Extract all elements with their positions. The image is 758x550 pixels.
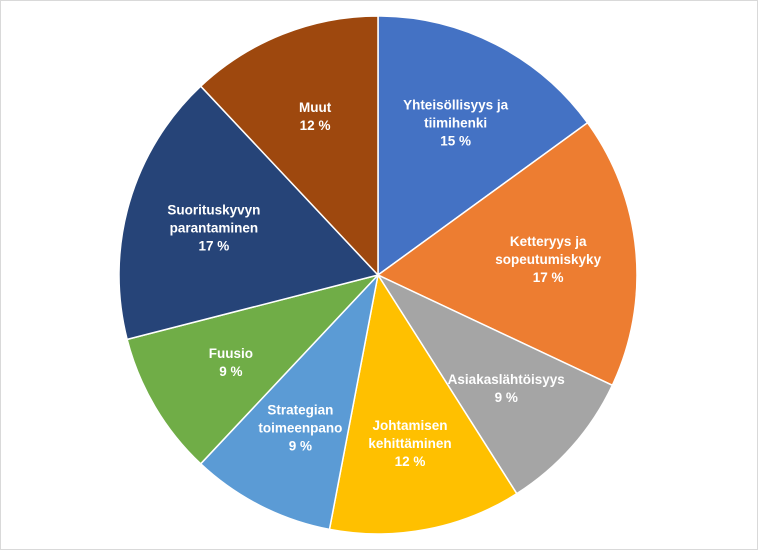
slice-value-label: 17 %	[533, 270, 564, 285]
slice-label-4: Strategian toimeenpano 9 %	[258, 402, 342, 453]
pie-slice-0	[377, 15, 589, 277]
slice-label-text: toimeenpano	[258, 420, 342, 435]
slice-label-text: tiimihenki	[424, 116, 487, 131]
slice-label-7: Muut 12 %	[299, 100, 332, 133]
pie-slices	[118, 15, 638, 535]
slice-value-label: 12 %	[300, 118, 331, 133]
slice-value-label: 9 %	[219, 364, 242, 379]
pie-slice-3	[328, 272, 518, 535]
slice-label-text: Yhteisöllisyys ja	[403, 98, 509, 113]
pie-slice-1	[376, 121, 638, 387]
slice-label-2: Asiakaslähtöisyys 9 %	[448, 372, 565, 405]
slice-label-text: Ketteryys ja	[510, 234, 587, 249]
slice-label-6: Suorituskyvyn parantaminen 17 %	[167, 202, 260, 253]
slice-value-label: 12 %	[395, 454, 426, 469]
slice-label-1: Ketteryys ja sopeutumiskyky 17 %	[495, 234, 601, 285]
pie-slice-2	[375, 273, 614, 495]
pie-slice-5	[126, 273, 381, 465]
slice-label-3: Johtamisen kehittäminen 12 %	[368, 418, 451, 469]
slice-value-label: 9 %	[495, 390, 518, 405]
slice-label-5: Fuusio 9 %	[209, 346, 253, 379]
pie-slice-7	[199, 15, 379, 277]
slice-label-text: Fuusio	[209, 346, 253, 361]
slice-label-text: parantaminen	[170, 220, 259, 235]
slice-value-label: 9 %	[289, 438, 312, 453]
slice-label-0: Yhteisöllisyys ja tiimihenki 15 %	[403, 98, 509, 149]
slice-value-label: 15 %	[440, 134, 471, 149]
pie-slice-4	[199, 272, 380, 531]
slice-value-label: 17 %	[198, 238, 229, 253]
slice-label-text: Asiakaslähtöisyys	[448, 372, 565, 387]
slice-label-text: Johtamisen	[373, 418, 448, 433]
pie-labels: Yhteisöllisyys ja tiimihenki 15 % Ketteryys…	[167, 98, 601, 469]
slice-label-text: Muut	[299, 100, 332, 115]
slice-label-text: kehittäminen	[368, 436, 451, 451]
slice-label-text: sopeutumiskyky	[495, 252, 601, 267]
slice-label-text: Strategian	[267, 402, 333, 417]
pie-slice-6	[118, 85, 380, 341]
slice-label-text: Suorituskyvyn	[167, 202, 260, 217]
